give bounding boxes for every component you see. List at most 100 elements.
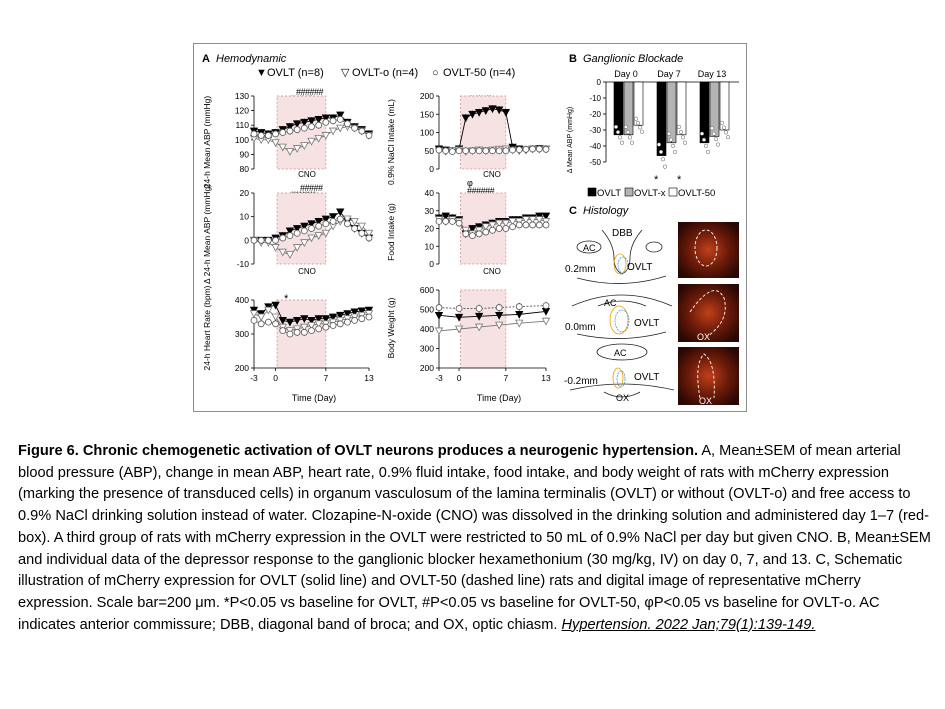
data-point <box>314 320 323 329</box>
sig-dmap-hash: ##### <box>300 183 323 193</box>
data-point <box>495 106 504 115</box>
legend-symbol-ovlt-50: ○ <box>432 67 439 79</box>
data-point <box>509 146 516 154</box>
data-point <box>314 232 323 240</box>
data-point <box>321 114 331 123</box>
data-point <box>509 223 516 231</box>
data-point <box>365 132 373 139</box>
ylabel-nacl: 0.9% NaCl Intake (mL) <box>386 99 396 185</box>
data-point <box>336 115 344 123</box>
data-point <box>257 236 265 244</box>
panel-b-y-tick-label: -10 <box>589 94 601 103</box>
y-tick-label: 400 <box>235 295 249 305</box>
data-point <box>314 217 323 226</box>
legend-symbol-ovlt-o: ▽ <box>341 67 350 79</box>
data-point <box>442 147 450 155</box>
cno-label-map: CNO <box>298 170 316 179</box>
data-point <box>542 145 550 153</box>
data-point <box>329 322 337 329</box>
label-ac-1: AC <box>583 243 596 253</box>
panel-b-individual-point <box>629 140 635 145</box>
data-point <box>300 124 308 132</box>
chart-1: -10 0 10 20 <box>237 188 374 269</box>
data-point <box>462 230 470 238</box>
y-tick-label: 0 <box>429 164 434 174</box>
panel-b-individual-point <box>719 120 725 125</box>
panel-b-individual-point <box>613 124 619 129</box>
data-point <box>300 323 309 332</box>
caption-body: A, Mean±SEM of mean arterial blood press… <box>18 443 931 633</box>
data-point <box>308 123 315 131</box>
data-point <box>344 120 351 128</box>
chart-0: 80 90 100 110 120 130 <box>235 91 374 174</box>
legend-symbol-ovlt: ▼ <box>256 67 267 79</box>
panel-b-sig-day7: * <box>654 174 659 186</box>
data-point <box>308 225 315 232</box>
legend-label-ovlt-o: OVLT-o (n=4) <box>352 67 418 79</box>
data-point <box>300 239 309 248</box>
xlabel-right: Time (Day) <box>477 393 521 403</box>
data-point <box>308 327 315 335</box>
data-point <box>501 109 511 117</box>
label-level-1: 0.2mm <box>565 264 596 275</box>
data-point <box>292 244 302 252</box>
y-tick-label: 10 <box>240 212 250 222</box>
data-point <box>461 114 470 123</box>
sig-hr-star: * <box>284 293 289 305</box>
data-point <box>329 117 337 125</box>
data-point <box>343 215 352 224</box>
sig-food-phi: φ <box>467 178 473 188</box>
data-point <box>528 216 537 224</box>
panel-b-individual-point <box>709 126 715 131</box>
data-point <box>328 313 338 322</box>
label-ovlt-2: OVLT <box>634 318 659 329</box>
chart-4: 0 10 20 30 40 <box>425 188 551 269</box>
data-point <box>495 321 504 330</box>
data-point <box>358 315 366 323</box>
data-point <box>488 105 497 114</box>
panel-c-title: Histology <box>583 205 630 217</box>
legend-b-ovlt: OVLT <box>597 188 621 199</box>
data-point <box>535 221 543 229</box>
data-point <box>541 317 551 326</box>
data-point <box>358 229 366 237</box>
data-point <box>321 215 331 224</box>
data-point <box>322 323 330 331</box>
data-point <box>272 236 279 244</box>
data-point <box>307 316 316 325</box>
legend-label-ovlt-50: OVLT-50 (n=4) <box>443 67 515 79</box>
x-tick-label: 7 <box>324 373 329 383</box>
data-point <box>462 147 470 155</box>
data-point <box>469 232 476 240</box>
data-point <box>435 304 443 311</box>
data-point <box>285 251 295 259</box>
data-point <box>321 132 331 140</box>
data-point <box>322 118 330 126</box>
panel-b-legend: OVLT OVLT-x OVLT-50 <box>587 187 715 199</box>
data-point <box>285 227 295 236</box>
data-point <box>322 220 330 228</box>
data-point <box>481 107 490 115</box>
data-point <box>542 302 550 310</box>
y-tick-label: 80 <box>240 164 250 174</box>
panel-b-individual-point <box>725 135 731 140</box>
figure-canvas: A Hemodynamic ▼ OVLT (n=8) ▽ OVLT-o (n=4… <box>202 53 739 406</box>
schematic-ac-right-1 <box>645 241 663 253</box>
schematic-base-1 <box>576 275 667 284</box>
data-point <box>441 212 450 221</box>
data-point <box>279 327 287 335</box>
data-point <box>315 121 323 129</box>
cno-box <box>460 289 507 369</box>
panel-b-title: Ganglionic Blockade <box>583 53 683 65</box>
schematic-base-2 <box>576 331 667 339</box>
data-point <box>329 217 337 225</box>
data-point <box>336 124 345 133</box>
y-tick-label: 0 <box>244 235 249 245</box>
data-point <box>286 232 294 240</box>
caption-citation-link[interactable]: Hypertension. 2022 Jan;79(1):139-149. <box>561 616 816 633</box>
day-label-0: Day 0 <box>614 69 638 79</box>
data-point <box>293 126 301 133</box>
panel-b-y-tick-label: -30 <box>589 126 601 135</box>
panel-b-individual-point <box>703 143 709 148</box>
data-point <box>257 320 265 328</box>
